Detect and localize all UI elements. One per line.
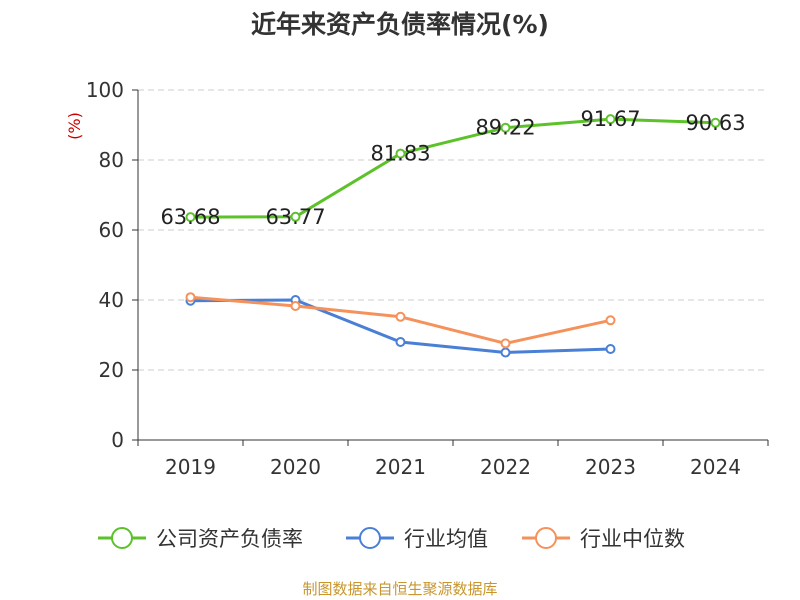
data-label: 63.68 xyxy=(160,205,220,229)
y-tick-label: 40 xyxy=(99,288,124,312)
data-point xyxy=(500,338,511,349)
data-point xyxy=(500,347,511,358)
axes: 0 20 40 60 80 100 2019 2020 2021 2022 2023 2024 xyxy=(86,78,769,479)
data-label: 91.67 xyxy=(580,107,640,131)
data-point xyxy=(395,337,406,347)
legend-label: 行业均值 xyxy=(404,527,488,551)
data-point xyxy=(290,300,301,311)
legend-marker xyxy=(359,527,381,549)
gridlines xyxy=(138,89,768,371)
data-label: 90.63 xyxy=(685,111,745,135)
x-tick-label: 2022 xyxy=(480,455,531,479)
data-label: 81.83 xyxy=(370,142,430,166)
data-point xyxy=(185,292,196,303)
legend-label: 公司资产负债率 xyxy=(156,527,303,551)
series-line xyxy=(190,117,716,219)
data-point xyxy=(710,117,721,128)
y-axis-unit-label: (%) xyxy=(65,112,84,140)
legend-item-2: 行业中位数 xyxy=(522,527,685,551)
x-tick-label: 2021 xyxy=(375,455,426,479)
series-0 xyxy=(185,114,721,223)
data-label: 63.77 xyxy=(265,205,325,229)
x-tick-label: 2020 xyxy=(270,455,321,479)
data-point xyxy=(605,344,616,354)
data-point xyxy=(500,122,511,133)
y-tick-label: 80 xyxy=(99,148,124,172)
data-point xyxy=(395,148,406,159)
legend-item-0: 公司资产负债率 xyxy=(98,527,303,551)
y-tick-label: 100 xyxy=(86,78,124,102)
data-labels: 63.68 63.77 81.83 89.22 91.67 90.63 xyxy=(160,107,745,229)
source-note: 制图数据来自恒生聚源数据库 xyxy=(302,580,497,598)
x-tick-label: 2024 xyxy=(690,455,741,479)
data-label: 89.22 xyxy=(475,116,535,140)
data-point xyxy=(605,315,616,326)
y-tick-label: 20 xyxy=(99,358,124,382)
data-point xyxy=(185,212,196,223)
y-tick-label: 0 xyxy=(111,428,124,452)
legend-marker xyxy=(111,527,133,549)
series-2 xyxy=(185,292,616,349)
series-1 xyxy=(185,295,616,358)
chart-title: 近年来资产负债率情况(%) xyxy=(251,10,549,39)
legend-label: 行业中位数 xyxy=(580,527,685,551)
legend-item-1: 行业均值 xyxy=(346,527,488,551)
legend-marker xyxy=(535,527,557,549)
series-lines xyxy=(185,114,721,358)
data-point xyxy=(395,311,406,322)
x-tick-label: 2023 xyxy=(585,455,636,479)
data-point xyxy=(290,211,301,222)
legend: 公司资产负债率 行业均值 行业中位数 xyxy=(98,527,685,551)
data-point xyxy=(605,114,616,125)
y-tick-label: 60 xyxy=(99,218,124,242)
x-tick-label: 2019 xyxy=(165,455,216,479)
